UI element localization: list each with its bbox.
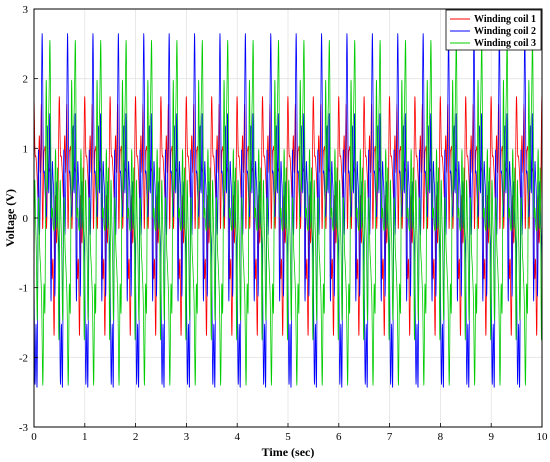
y-tick-label: 0 [23, 213, 29, 225]
y-tick-label: -1 [19, 283, 28, 295]
legend-label-2: Winding coil 2 [474, 26, 536, 37]
x-tick-label: 4 [234, 431, 240, 443]
legend-label-1: Winding coil 1 [474, 14, 536, 25]
x-tick-label: 2 [133, 431, 139, 443]
x-tick-label: 7 [387, 431, 393, 443]
x-tick-label: 0 [31, 431, 37, 443]
y-tick-label: 2 [23, 74, 29, 86]
y-tick-label: 3 [23, 4, 29, 16]
x-axis-label: Time (sec) [262, 445, 315, 459]
x-tick-label: 3 [184, 431, 190, 443]
x-tick-label: 6 [336, 431, 342, 443]
x-tick-label: 5 [285, 431, 291, 443]
x-tick-label: 9 [488, 431, 494, 443]
legend-entry-3: Winding coil 3 [450, 38, 536, 49]
series-line-3 [33, 39, 543, 386]
legend: Winding coil 1 Winding coil 2 Winding co… [445, 9, 542, 51]
y-tick-label: -3 [19, 422, 29, 434]
legend-label-3: Winding coil 3 [474, 38, 536, 49]
y-tick-label: -2 [19, 352, 28, 364]
legend-entry-1: Winding coil 1 [450, 14, 536, 25]
axis-ticks: 0 1 2 3 4 5 6 7 8 9 10 -3 -2 -1 0 1 2 3 [19, 4, 548, 443]
legend-entry-2: Winding coil 2 [450, 26, 536, 37]
x-tick-label: 10 [537, 431, 549, 443]
x-tick-label: 1 [82, 431, 88, 443]
series-layer [33, 33, 543, 388]
x-tick-label: 8 [438, 431, 444, 443]
y-axis-label: Voltage (V) [3, 189, 17, 247]
y-tick-label: 1 [23, 143, 29, 155]
